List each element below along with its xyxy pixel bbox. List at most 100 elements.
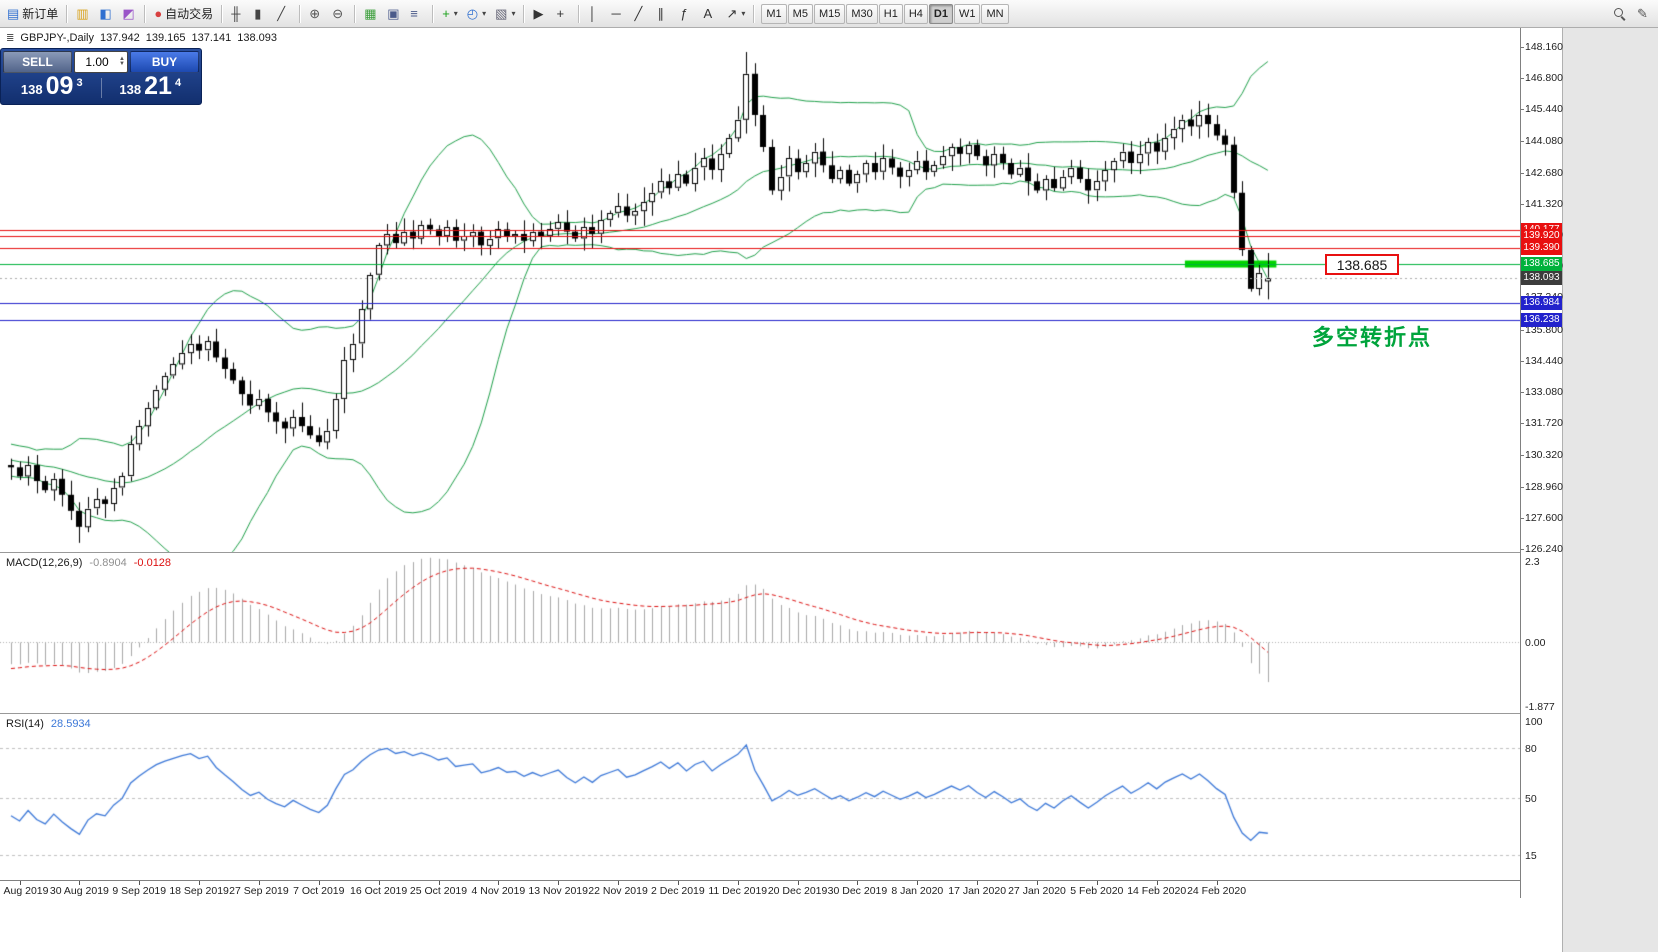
- rsi-value: 28.5934: [50, 718, 91, 730]
- panel-splitter[interactable]: [0, 713, 1520, 716]
- volume-value[interactable]: 1.00: [85, 55, 109, 69]
- timeframe-d1-button[interactable]: D1: [928, 3, 953, 24]
- chart-bars-mode-icon: ╫: [231, 6, 241, 21]
- macd-panel-canvas[interactable]: [0, 554, 1520, 713]
- period-selector-button[interactable]: ◴ ▾: [463, 3, 490, 25]
- profiles-button[interactable]: ▥: [72, 3, 94, 25]
- main-chart-canvas[interactable]: [0, 28, 1520, 552]
- quick-edit-button[interactable]: ✎: [1633, 3, 1655, 25]
- level-price-tag: 136.238: [1521, 313, 1562, 327]
- level-price-tag: 139.390: [1521, 241, 1562, 255]
- auto-trading-button[interactable]: ● 自动交易: [150, 3, 217, 25]
- rsi-panel-canvas[interactable]: [0, 715, 1520, 880]
- buy-button[interactable]: BUY: [130, 51, 199, 73]
- spinner-down-icon[interactable]: ▼: [119, 61, 125, 67]
- volume-stepper[interactable]: 1.00 ▲ ▼: [74, 51, 128, 73]
- price-tick-label: 127.600: [1525, 512, 1563, 524]
- price-tick-mark: [1521, 204, 1524, 205]
- time-tick-label: 17 Jan 2020: [948, 885, 1007, 897]
- template-selector-button[interactable]: ▧ ▾: [491, 3, 519, 25]
- quote-low: 137.141: [191, 32, 232, 44]
- time-tick-label: 27 Jan 2020: [1008, 885, 1066, 897]
- symbol-period-label: GBPJPY-,Daily: [20, 32, 94, 44]
- ask-big-figure: 138: [119, 81, 142, 97]
- timeframe-h1-button[interactable]: H1: [878, 3, 903, 24]
- spinner-up-icon[interactable]: ▲: [119, 56, 125, 62]
- chart-window: ≣ GBPJPY-,Daily 137.942 139.165 137.141 …: [0, 28, 1520, 898]
- search-icon: [1614, 7, 1626, 20]
- timeframe-m5-button[interactable]: M5: [787, 3, 813, 24]
- time-tick-label: 27 Sep 2019: [229, 885, 289, 897]
- auto-arrange-button[interactable]: ▦: [360, 3, 382, 25]
- hline-tool-button[interactable]: ─: [607, 3, 629, 25]
- chevron-down-icon: ▾: [741, 9, 746, 18]
- time-tick-label: Aug 2019: [3, 885, 49, 897]
- period-selector-icon: ◴: [466, 6, 479, 21]
- new-order-button[interactable]: ▤ 新订单: [3, 3, 62, 25]
- time-tick-mark: [199, 881, 200, 885]
- zoom-out-button[interactable]: ⊖: [328, 3, 350, 25]
- timeframe-group: M1 M5 M15 M30 H1 H4 D1 W1 MN: [761, 3, 1009, 24]
- toolbar-separator: [354, 4, 357, 23]
- time-axis[interactable]: Aug 2019 30 Aug 2019 9 Sep 2019 18 Sep 2019…: [0, 880, 1520, 898]
- fibonacci-tool-button[interactable]: ƒ: [676, 3, 698, 25]
- time-tick-label: 30 Dec 2019: [827, 885, 888, 897]
- chart-line-mode-button[interactable]: ╱: [273, 3, 295, 25]
- sell-button[interactable]: SELL: [3, 51, 72, 73]
- quote-close: 138.093: [237, 32, 278, 44]
- channel-tool-button[interactable]: ∥: [653, 3, 675, 25]
- timeframe-m15-button[interactable]: M15: [813, 3, 846, 24]
- cursor-tool-button[interactable]: ▶: [529, 3, 551, 25]
- time-tick-label: 13 Nov 2019: [528, 885, 588, 897]
- trendline-tool-button[interactable]: ╱: [630, 3, 652, 25]
- data-window-button[interactable]: ◩: [118, 3, 140, 25]
- time-tick-label: 18 Sep 2019: [169, 885, 229, 897]
- timeframe-mn-button[interactable]: MN: [981, 3, 1009, 24]
- text-tool-button[interactable]: A: [699, 3, 721, 25]
- time-tick-mark: [319, 881, 320, 885]
- toolbar-separator: [432, 4, 435, 23]
- timeframe-w1-button[interactable]: W1: [953, 3, 981, 24]
- macd-scale-label: -1.877: [1525, 701, 1555, 713]
- time-tick-mark: [1097, 881, 1098, 885]
- price-tick-mark: [1521, 455, 1524, 456]
- vline-tool-icon: │: [588, 6, 597, 21]
- right-gutter: [1562, 28, 1658, 952]
- crosshair-tool-button[interactable]: +: [552, 3, 574, 25]
- time-tick-label: 24 Feb 2020: [1187, 885, 1247, 897]
- search-button[interactable]: [1610, 3, 1632, 25]
- tile-windows-icon: ▣: [387, 6, 400, 21]
- timeframe-h4-button[interactable]: H4: [903, 3, 928, 24]
- add-indicator-button[interactable]: + ▾: [438, 3, 462, 25]
- macd-name: MACD(12,26,9): [6, 557, 83, 569]
- zoom-in-button[interactable]: ⊕: [305, 3, 327, 25]
- time-tick-mark: [439, 881, 440, 885]
- time-tick-mark: [259, 881, 260, 885]
- level-price-callout[interactable]: 138.685: [1325, 254, 1399, 275]
- tile-windows-button[interactable]: ▣: [383, 3, 405, 25]
- level-price-tag: 136.984: [1521, 296, 1562, 310]
- price-tick-mark: [1521, 549, 1524, 550]
- vline-tool-button[interactable]: │: [584, 3, 606, 25]
- crosshair-tool-icon: +: [556, 6, 565, 21]
- panel-splitter[interactable]: [0, 552, 1520, 555]
- price-tick-mark: [1521, 361, 1524, 362]
- time-tick-mark: [79, 881, 80, 885]
- price-axis[interactable]: 148.160 146.800 145.440 144.080 142.680 141.3…: [1520, 28, 1563, 898]
- turning-point-annotation[interactable]: 多空转折点: [1312, 325, 1433, 350]
- chevron-down-icon: ▾: [511, 9, 516, 18]
- price-tick-mark: [1521, 518, 1524, 519]
- market-watch-button[interactable]: ◧: [95, 3, 117, 25]
- chart-candles-mode-button[interactable]: ▮: [250, 3, 272, 25]
- cursor-tool-icon: ▶: [533, 6, 544, 21]
- price-tick-label: 148.160: [1525, 41, 1563, 53]
- window-list-button[interactable]: ≡: [406, 3, 428, 25]
- timeframe-m1-button[interactable]: M1: [761, 3, 787, 24]
- volume-spinner-arrows[interactable]: ▲ ▼: [119, 56, 127, 67]
- rsi-label: RSI(14) 28.5934: [6, 718, 91, 730]
- chart-bars-mode-button[interactable]: ╫: [227, 3, 249, 25]
- one-click-trading-panel: SELL 1.00 ▲ ▼ BUY 138 09 3 138 21 4: [0, 48, 202, 105]
- arrows-tool-button[interactable]: ↗ ▾: [722, 3, 749, 25]
- timeframe-m30-button[interactable]: M30: [846, 3, 878, 24]
- bid-big-figure: 138: [20, 81, 43, 97]
